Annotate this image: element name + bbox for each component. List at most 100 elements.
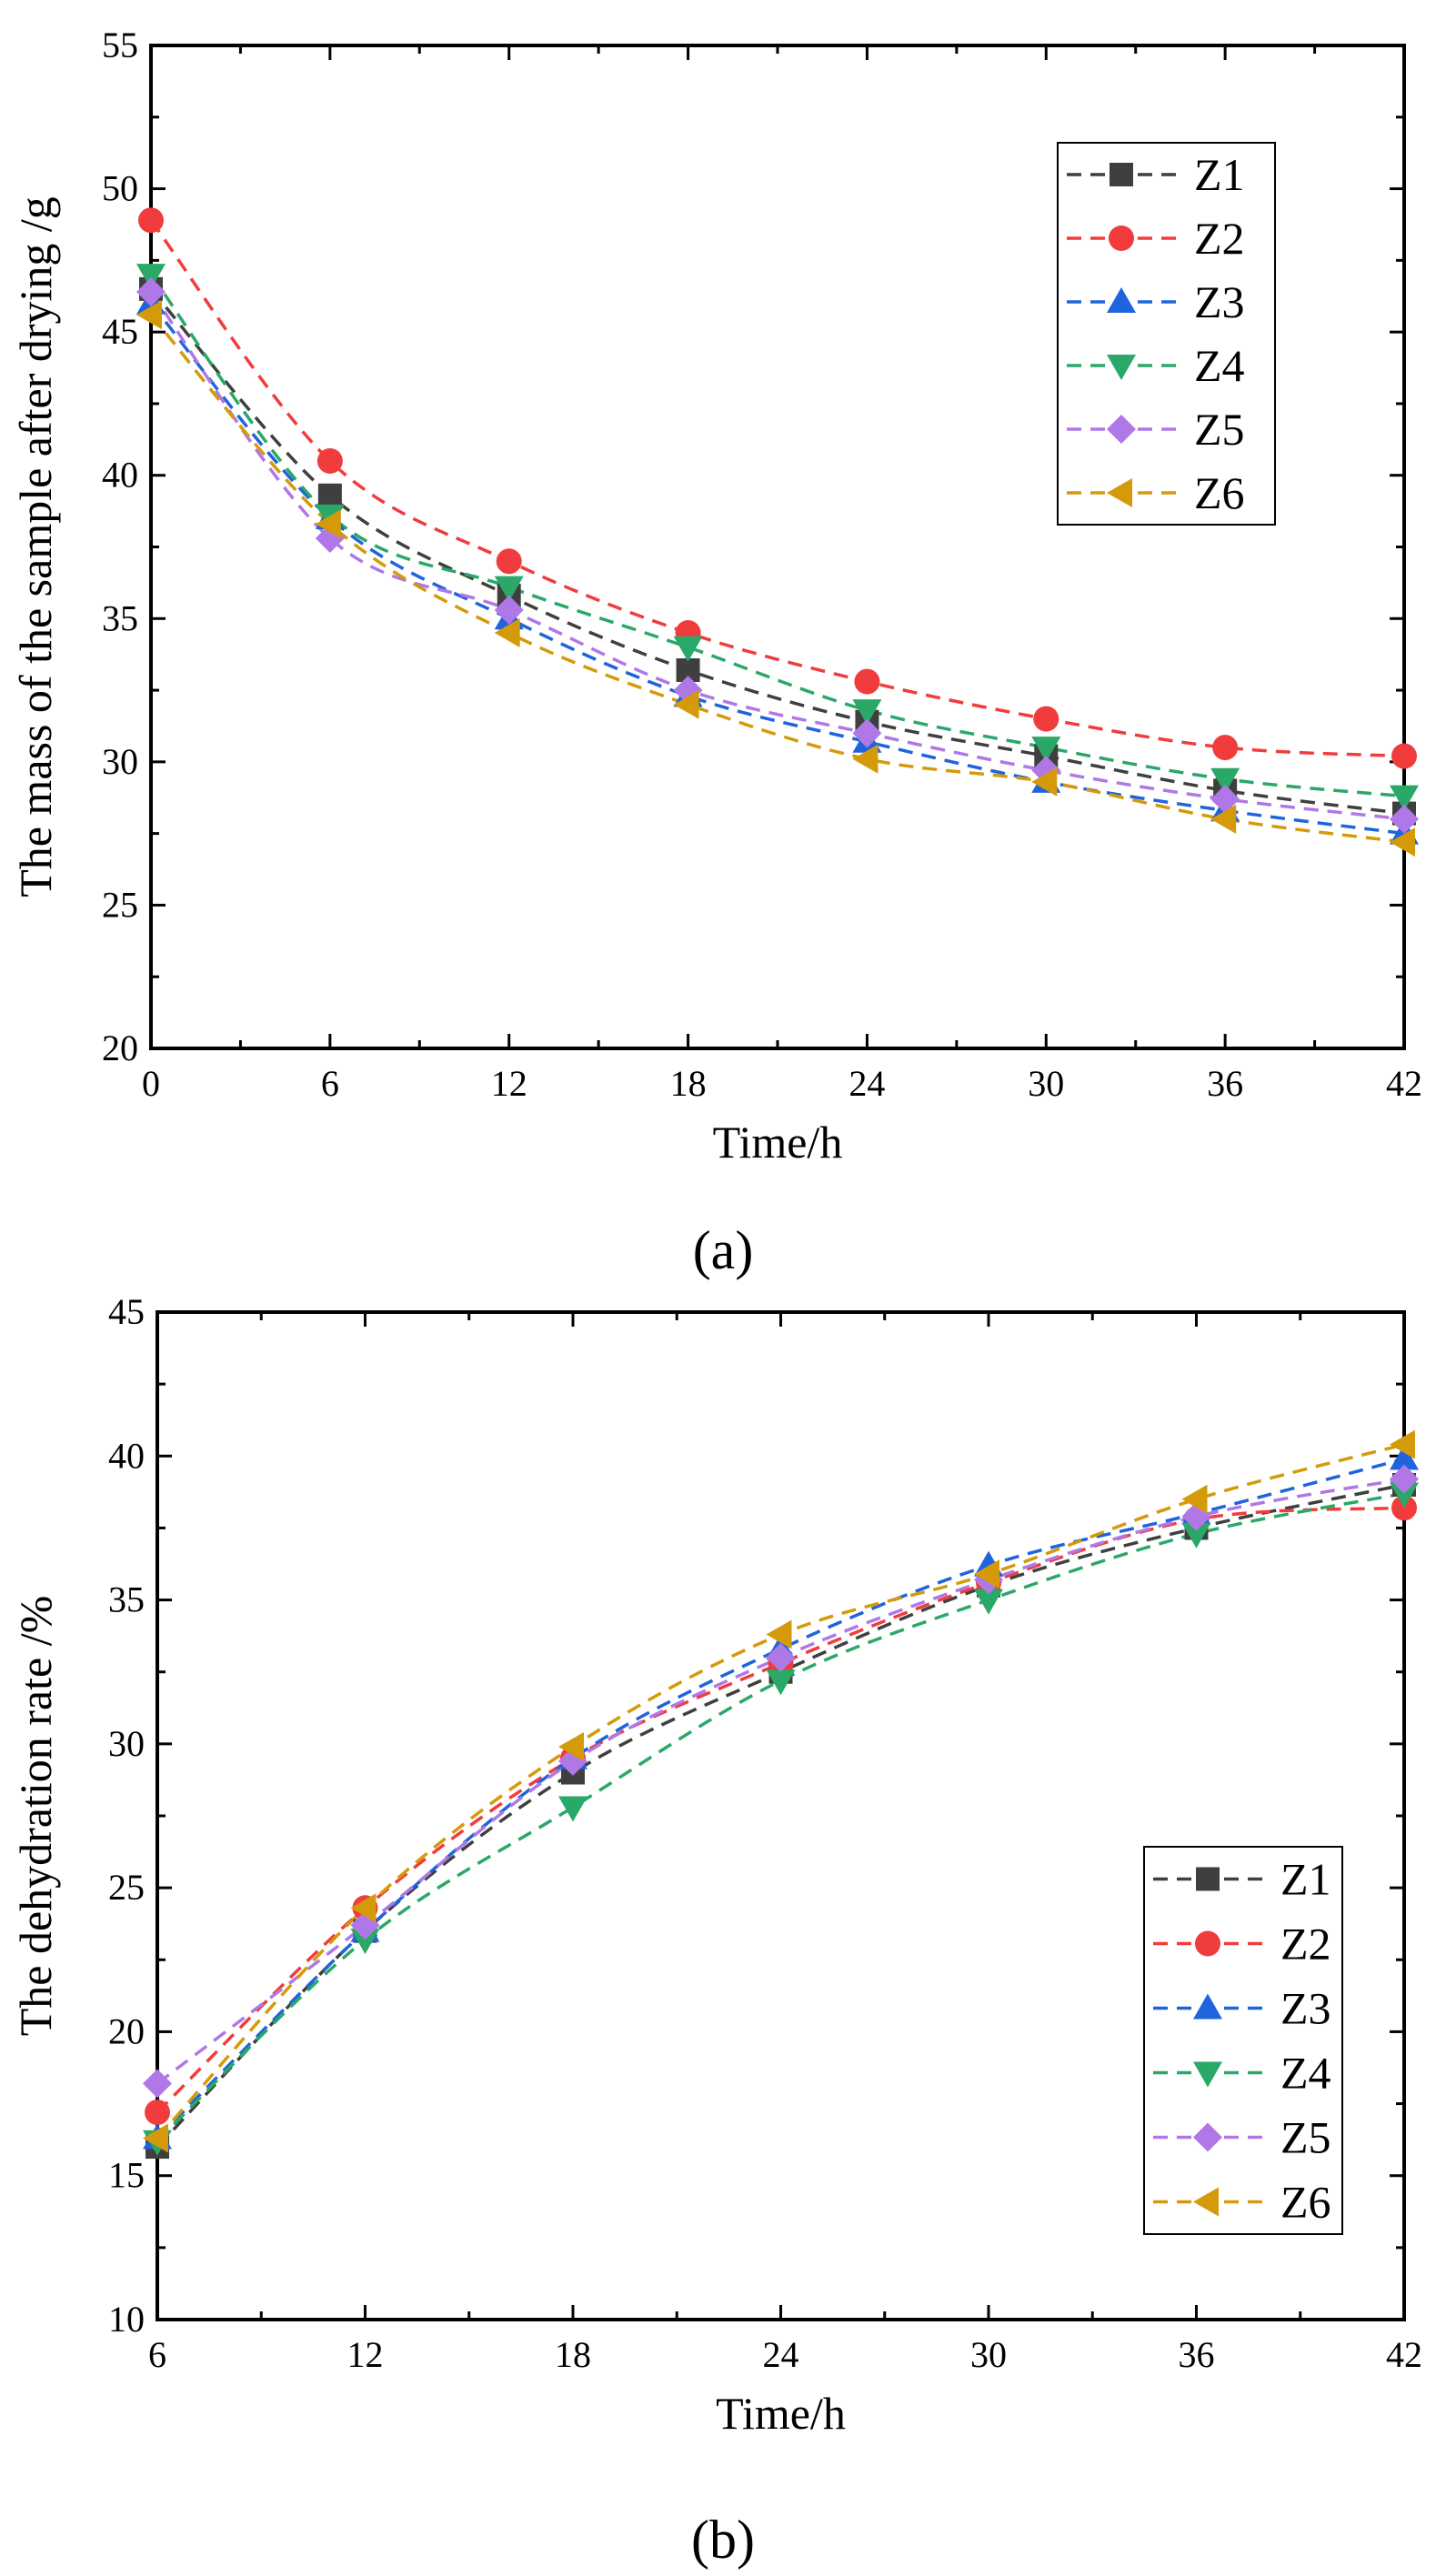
x-tick-label: 24	[849, 1063, 885, 1104]
legend-marker-z3	[1107, 287, 1136, 313]
series-line-z2	[149, 219, 1405, 758]
data-point-z5	[494, 595, 524, 625]
data-point-z4	[974, 1589, 1003, 1615]
data-point-z6	[673, 689, 699, 719]
legend-label-z6: Z6	[1280, 2177, 1331, 2228]
legend-label-z2: Z2	[1194, 213, 1245, 264]
y-tick-label: 35	[108, 1579, 145, 1620]
data-point-z5	[1210, 784, 1240, 814]
y-tick-label: 45	[108, 1291, 145, 1332]
data-point-z1	[317, 483, 342, 507]
data-point-z2	[854, 668, 880, 695]
data-point-z6	[766, 1619, 792, 1649]
x-tick-label: 42	[1386, 1063, 1422, 1104]
panel-label: (b)	[691, 2510, 755, 2570]
data-point-z4	[1210, 767, 1240, 794]
data-point-z4	[766, 1669, 796, 1696]
legend-label-z6: Z6	[1194, 467, 1245, 518]
data-point-z6	[350, 1893, 377, 1923]
data-point-z6	[558, 1732, 584, 1762]
data-point-z6	[1390, 1429, 1415, 1459]
legend-marker-z5	[1193, 2122, 1222, 2152]
x-tick-label: 30	[970, 2334, 1007, 2375]
data-point-z2	[1391, 743, 1417, 769]
data-point-z6	[315, 509, 341, 539]
data-point-z6	[1390, 827, 1415, 857]
series-group	[143, 1429, 1419, 2160]
data-point-z2	[496, 548, 522, 575]
x-tick-label: 0	[142, 1063, 160, 1104]
legend-label-z4: Z4	[1194, 340, 1245, 391]
data-point-z4	[1390, 785, 1419, 811]
data-point-z6	[1210, 804, 1237, 834]
y-tick-label: 20	[102, 1027, 138, 1068]
legend-marker-z4	[1107, 355, 1136, 380]
legend-marker-z1	[1110, 163, 1133, 186]
data-point-z2	[316, 447, 343, 474]
data-point-z4	[1390, 1482, 1419, 1509]
y-tick-label: 40	[108, 1435, 145, 1476]
series-line-z6	[156, 1442, 1405, 2140]
legend-label-z1: Z1	[1280, 1854, 1331, 1905]
y-tick-label: 10	[108, 2299, 145, 2340]
legend-marker-z1	[1196, 1867, 1220, 1891]
legend-label-z1: Z1	[1194, 149, 1245, 200]
legend-label-z5: Z5	[1194, 404, 1245, 455]
legend: Z1 Z2 Z3 Z4 Z5 Z6	[1143, 1846, 1343, 2235]
y-tick-label: 55	[102, 25, 138, 65]
data-point-z5	[852, 718, 882, 748]
y-tick-label: 25	[102, 884, 138, 925]
data-point-z2	[1212, 735, 1239, 761]
legend-label-z4: Z4	[1280, 2048, 1331, 2099]
y-tick-label: 30	[108, 1723, 145, 1764]
legend-marker-z3	[1193, 1993, 1222, 2020]
panel-b-chart: 6 12 18 24 30 36 42 10 15 20 25 30 35 40 45 Time/h The d…	[10, 1291, 1422, 2570]
data-point-z4	[558, 1796, 587, 1822]
y-axis-title: The mass of the sample after drying /g	[10, 196, 61, 897]
data-point-z5	[1390, 804, 1419, 834]
data-point-z6	[136, 300, 162, 330]
y-tick-label: 50	[102, 168, 138, 209]
x-axis-title: Time/h	[716, 2388, 846, 2439]
data-point-z5	[143, 2069, 172, 2099]
x-axis-title: Time/h	[713, 1117, 843, 1168]
x-tick-label: 30	[1028, 1063, 1064, 1104]
data-point-z2	[138, 207, 164, 234]
data-point-z2	[1033, 706, 1059, 732]
legend-marker-z6	[1107, 478, 1132, 507]
y-tick-label: 20	[108, 2010, 145, 2051]
x-tick-label: 42	[1386, 2334, 1422, 2375]
data-point-z4	[494, 576, 524, 602]
data-point-z6	[974, 1559, 999, 1589]
series-line-z4	[149, 274, 1405, 798]
x-tick-label: 36	[1179, 2334, 1215, 2375]
y-tick-label: 45	[102, 311, 138, 352]
legend-marker-z2	[1109, 226, 1134, 251]
data-point-z2	[145, 2100, 170, 2126]
legend-label-z5: Z5	[1280, 2112, 1331, 2163]
y-tick-label: 25	[108, 1867, 145, 1908]
legend-marker-z6	[1193, 2187, 1219, 2217]
y-axis-title: The dehydration rate /%	[10, 1596, 61, 2037]
x-tick-label: 18	[555, 2334, 591, 2375]
x-tick-label: 18	[670, 1063, 707, 1104]
x-tick-label: 6	[321, 1063, 339, 1104]
data-point-z6	[852, 744, 879, 774]
legend: Z1 Z2 Z3 Z4 Z5 Z6	[1057, 142, 1276, 526]
x-tick-label: 12	[347, 2334, 384, 2375]
x-tick-label: 6	[148, 2334, 166, 2375]
panel-label: (a)	[693, 1220, 754, 1280]
data-point-z4	[673, 636, 703, 662]
data-point-z6	[143, 2123, 168, 2153]
data-point-z4	[1031, 737, 1061, 763]
series-group	[136, 207, 1419, 857]
y-tick-label: 35	[102, 597, 138, 638]
x-tick-label: 36	[1207, 1063, 1243, 1104]
y-tick-label: 15	[108, 2155, 145, 2196]
legend-box	[1057, 142, 1276, 526]
data-point-z5	[766, 1642, 796, 1672]
data-point-z4	[350, 1929, 380, 1955]
legend-label-z3: Z3	[1194, 276, 1245, 327]
panel-a-chart: 0 6 12 18 24 30 36 42 20 25 30 35 40 45 50 55 Time/h The …	[10, 25, 1422, 1280]
legend-marker-z4	[1193, 2061, 1222, 2088]
